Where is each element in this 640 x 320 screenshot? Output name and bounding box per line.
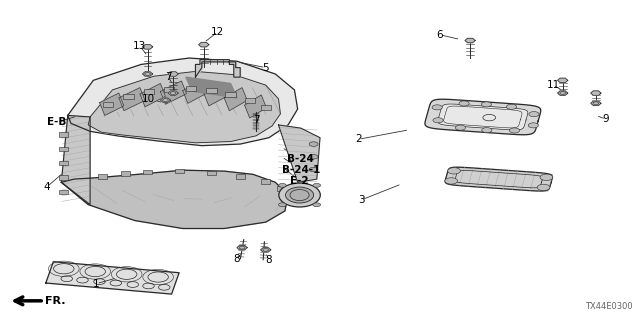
FancyBboxPatch shape (261, 180, 270, 184)
Polygon shape (445, 167, 552, 191)
Polygon shape (119, 88, 145, 111)
FancyBboxPatch shape (59, 161, 68, 165)
Circle shape (528, 123, 538, 128)
Polygon shape (182, 80, 207, 103)
Text: 4: 4 (44, 182, 50, 192)
FancyBboxPatch shape (207, 171, 216, 175)
Polygon shape (168, 72, 178, 76)
Circle shape (540, 174, 553, 180)
FancyBboxPatch shape (186, 86, 196, 91)
Circle shape (278, 183, 286, 187)
Circle shape (456, 125, 466, 130)
FancyBboxPatch shape (143, 170, 152, 174)
FancyBboxPatch shape (59, 175, 68, 180)
Text: 2: 2 (355, 134, 362, 144)
Polygon shape (186, 77, 237, 98)
Polygon shape (46, 262, 179, 294)
Text: 13: 13 (133, 41, 147, 51)
Polygon shape (278, 125, 320, 182)
Polygon shape (465, 38, 475, 43)
Circle shape (459, 101, 469, 106)
Circle shape (482, 128, 492, 133)
FancyBboxPatch shape (59, 190, 68, 194)
Circle shape (309, 167, 318, 172)
Circle shape (445, 178, 458, 184)
Text: 5: 5 (262, 63, 269, 73)
Circle shape (448, 168, 460, 174)
FancyBboxPatch shape (236, 174, 244, 179)
FancyBboxPatch shape (164, 87, 173, 92)
Circle shape (309, 155, 318, 159)
Text: 12: 12 (211, 27, 225, 37)
Circle shape (433, 118, 443, 123)
Text: E-B: E-B (47, 117, 67, 127)
Polygon shape (143, 72, 153, 76)
Polygon shape (168, 91, 178, 95)
Ellipse shape (279, 183, 320, 207)
Polygon shape (438, 104, 528, 130)
FancyBboxPatch shape (277, 187, 286, 191)
Circle shape (313, 183, 321, 187)
Polygon shape (224, 88, 247, 111)
Polygon shape (161, 98, 171, 102)
Polygon shape (143, 45, 153, 49)
Polygon shape (161, 81, 186, 104)
FancyBboxPatch shape (144, 89, 154, 94)
Circle shape (537, 184, 550, 191)
Text: 8: 8 (266, 255, 272, 265)
Text: TX44E0300: TX44E0300 (586, 302, 633, 311)
Polygon shape (88, 71, 280, 143)
Circle shape (309, 142, 318, 146)
Polygon shape (140, 84, 166, 107)
FancyBboxPatch shape (59, 132, 68, 137)
Polygon shape (591, 101, 601, 106)
Text: 7: 7 (164, 72, 172, 82)
Text: B-24: B-24 (287, 154, 314, 164)
Polygon shape (244, 95, 266, 118)
Polygon shape (557, 78, 568, 83)
Polygon shape (557, 91, 568, 95)
Polygon shape (195, 60, 240, 77)
Circle shape (432, 105, 442, 110)
Circle shape (313, 203, 321, 207)
FancyBboxPatch shape (225, 92, 236, 97)
Polygon shape (204, 83, 228, 106)
Polygon shape (100, 93, 124, 116)
Circle shape (506, 104, 516, 109)
FancyBboxPatch shape (244, 98, 255, 103)
Text: B-24-1: B-24-1 (282, 164, 320, 174)
Polygon shape (591, 91, 601, 95)
Polygon shape (198, 43, 209, 47)
Text: 7: 7 (253, 115, 259, 125)
Polygon shape (237, 245, 247, 250)
Text: 3: 3 (358, 195, 365, 205)
FancyBboxPatch shape (103, 102, 113, 108)
Ellipse shape (285, 187, 314, 203)
FancyBboxPatch shape (175, 169, 184, 173)
Polygon shape (61, 116, 90, 204)
Text: 8: 8 (234, 254, 240, 264)
Circle shape (509, 128, 520, 133)
Polygon shape (425, 99, 541, 135)
Circle shape (278, 203, 286, 207)
Text: 6: 6 (436, 30, 444, 40)
Text: 9: 9 (603, 114, 609, 124)
Text: E-2: E-2 (291, 176, 309, 186)
Text: 1: 1 (93, 279, 100, 289)
FancyBboxPatch shape (99, 174, 108, 179)
Text: FR.: FR. (45, 296, 66, 306)
Polygon shape (61, 170, 288, 228)
Circle shape (529, 112, 539, 117)
FancyBboxPatch shape (206, 88, 216, 93)
Text: 11: 11 (547, 80, 560, 90)
Text: 10: 10 (142, 94, 156, 104)
FancyBboxPatch shape (59, 147, 68, 151)
FancyBboxPatch shape (124, 94, 134, 99)
Polygon shape (260, 248, 271, 252)
FancyBboxPatch shape (121, 172, 130, 176)
Polygon shape (68, 58, 298, 146)
Circle shape (481, 102, 492, 107)
FancyBboxPatch shape (260, 105, 271, 110)
